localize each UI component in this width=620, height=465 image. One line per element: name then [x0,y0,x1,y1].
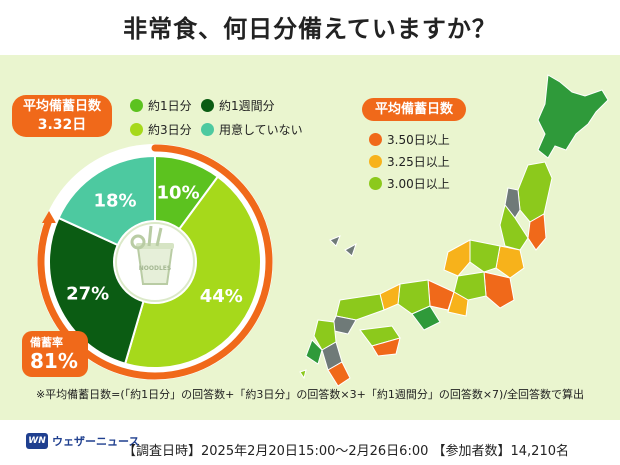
legend-label: 用意していない [219,123,303,137]
map-legend-item-300: 3.00日以上 [369,175,450,192]
map-region [327,361,351,387]
map-region [344,242,357,257]
legend-swatch [201,99,214,112]
pie-data-label: 10% [157,183,200,204]
footnote: ※平均備蓄日数=(「約1日分」の回答数+「約3日分」の回答数×3+「約1週間分」… [35,388,585,401]
pie-data-label: 27% [66,284,109,305]
stockpile-rate-badge: 備蓄率 81% [22,331,88,377]
map-region [453,271,487,301]
legend-label: 約3日分 [148,123,192,137]
map-region [371,337,401,357]
map-legend-title: 平均備蓄日数 [362,98,466,121]
pie-data-label: 44% [200,286,243,307]
map-region [305,339,323,365]
map-legend-item-325: 3.25日以上 [369,153,450,170]
map-region [443,239,471,277]
map-region [411,305,441,331]
legend-swatch [130,99,143,112]
stockpile-rate-arc [37,144,273,380]
average-days-badge: 平均備蓄日数 3.32日 [12,95,112,137]
stockpile-rate-value: 81% [30,349,78,373]
average-days-label: 平均備蓄日数 [22,99,101,114]
legend-label: 3.25日以上 [387,155,450,169]
legend-swatch [130,123,143,136]
map-region [495,245,525,279]
legend-label: 約1週間分 [219,99,275,113]
legend-label: 約1日分 [148,99,192,113]
map-region [469,239,501,273]
map-region [299,369,307,380]
map-region [335,293,385,321]
average-days-value: 3.32日 [37,117,87,133]
legend-swatch [201,123,214,136]
legend-item-1day: 約1日分 [130,97,192,114]
logo-text: ウェザーニュース [52,435,140,448]
footer [0,420,620,465]
legend-swatch [369,133,382,146]
legend-label: 3.00日以上 [387,177,450,191]
map-region [527,213,547,251]
map-region [483,271,515,309]
noodle-cup-icon: NOODLES [113,220,197,304]
map-region [447,291,469,317]
legend-swatch [369,155,382,168]
logo-mark: WN [26,433,48,449]
page-title: 非常食、何日分備えていますか？ [0,0,620,52]
noodle-cup-text: NOODLES [139,265,171,272]
survey-info: 【調査日時】2025年2月20日15:00〜2月26日6:00 【参加者数】14… [123,444,569,459]
legend-swatch [369,177,382,190]
map-legend-item-350: 3.50日以上 [369,131,450,148]
weathernews-logo: WN ウェザーニュース [26,433,139,449]
stockpile-rate-label: 備蓄率 [30,336,63,349]
legend-label: 3.50日以上 [387,133,450,147]
pie-data-label: 18% [93,191,136,212]
legend-item-1week: 約1週間分 [201,97,275,114]
map-region [517,161,553,223]
legend-item-3days: 約3日分 [130,121,192,138]
japan-map [299,74,609,387]
map-region [537,74,609,159]
stockpile-arrow-icon [42,211,57,224]
map-region [329,235,341,247]
legend-item-none: 用意していない [201,121,303,138]
